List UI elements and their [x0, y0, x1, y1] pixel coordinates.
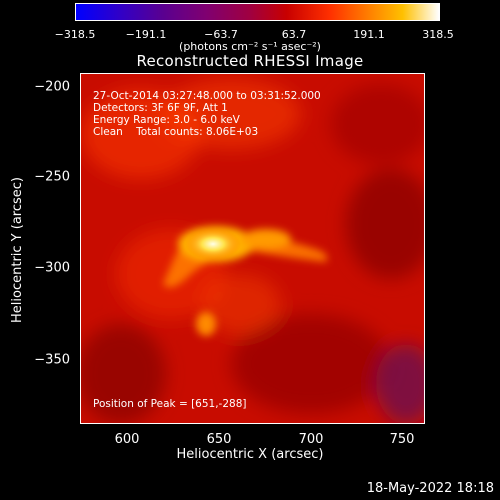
x-tick: 600: [114, 432, 140, 447]
background-mottling: [81, 79, 424, 423]
rhessi-map: [81, 74, 424, 423]
colorbar-tick: −191.1: [125, 28, 167, 41]
colorbar-tick: −63.7: [204, 28, 238, 41]
colorbar-tick: 318.5: [422, 28, 454, 41]
flare-kernel: [185, 228, 241, 260]
colorbar-tick: −318.5: [54, 28, 96, 41]
colorbar-tick: 63.7: [281, 28, 307, 41]
info-peak: Position of Peak = [651,-288]: [93, 398, 247, 410]
colorbar-units: (photons cm⁻² s⁻¹ asec⁻²): [179, 40, 321, 53]
y-tick: −200: [34, 79, 70, 95]
colorbar: [75, 3, 440, 21]
x-tick: 750: [389, 432, 415, 447]
info-energy: Energy Range: 3.0 - 6.0 keV: [93, 114, 240, 126]
y-axis-label: Heliocentric Y (arcsec): [10, 177, 25, 323]
x-tick: 700: [298, 432, 324, 447]
colorbar-tick: 191.1: [353, 28, 385, 41]
info-clean: Clean Total counts: 8.06E+03: [93, 126, 259, 138]
info-time: 27-Oct-2014 03:27:48.000 to 03:31:52.000: [93, 90, 321, 102]
x-axis-label: Heliocentric X (arcsec): [176, 447, 324, 462]
solar-image-panel: [80, 73, 425, 424]
timestamp-footer: 18-May-2022 18:18: [366, 481, 494, 496]
y-tick: −350: [34, 352, 70, 368]
x-tick: 650: [206, 432, 232, 447]
plot-title: Reconstructed RHESSI Image: [136, 52, 364, 70]
y-tick: −300: [34, 260, 70, 276]
y-tick: −250: [34, 169, 70, 185]
info-detectors: Detectors: 3F 6F 9F, Att 1: [93, 102, 228, 114]
